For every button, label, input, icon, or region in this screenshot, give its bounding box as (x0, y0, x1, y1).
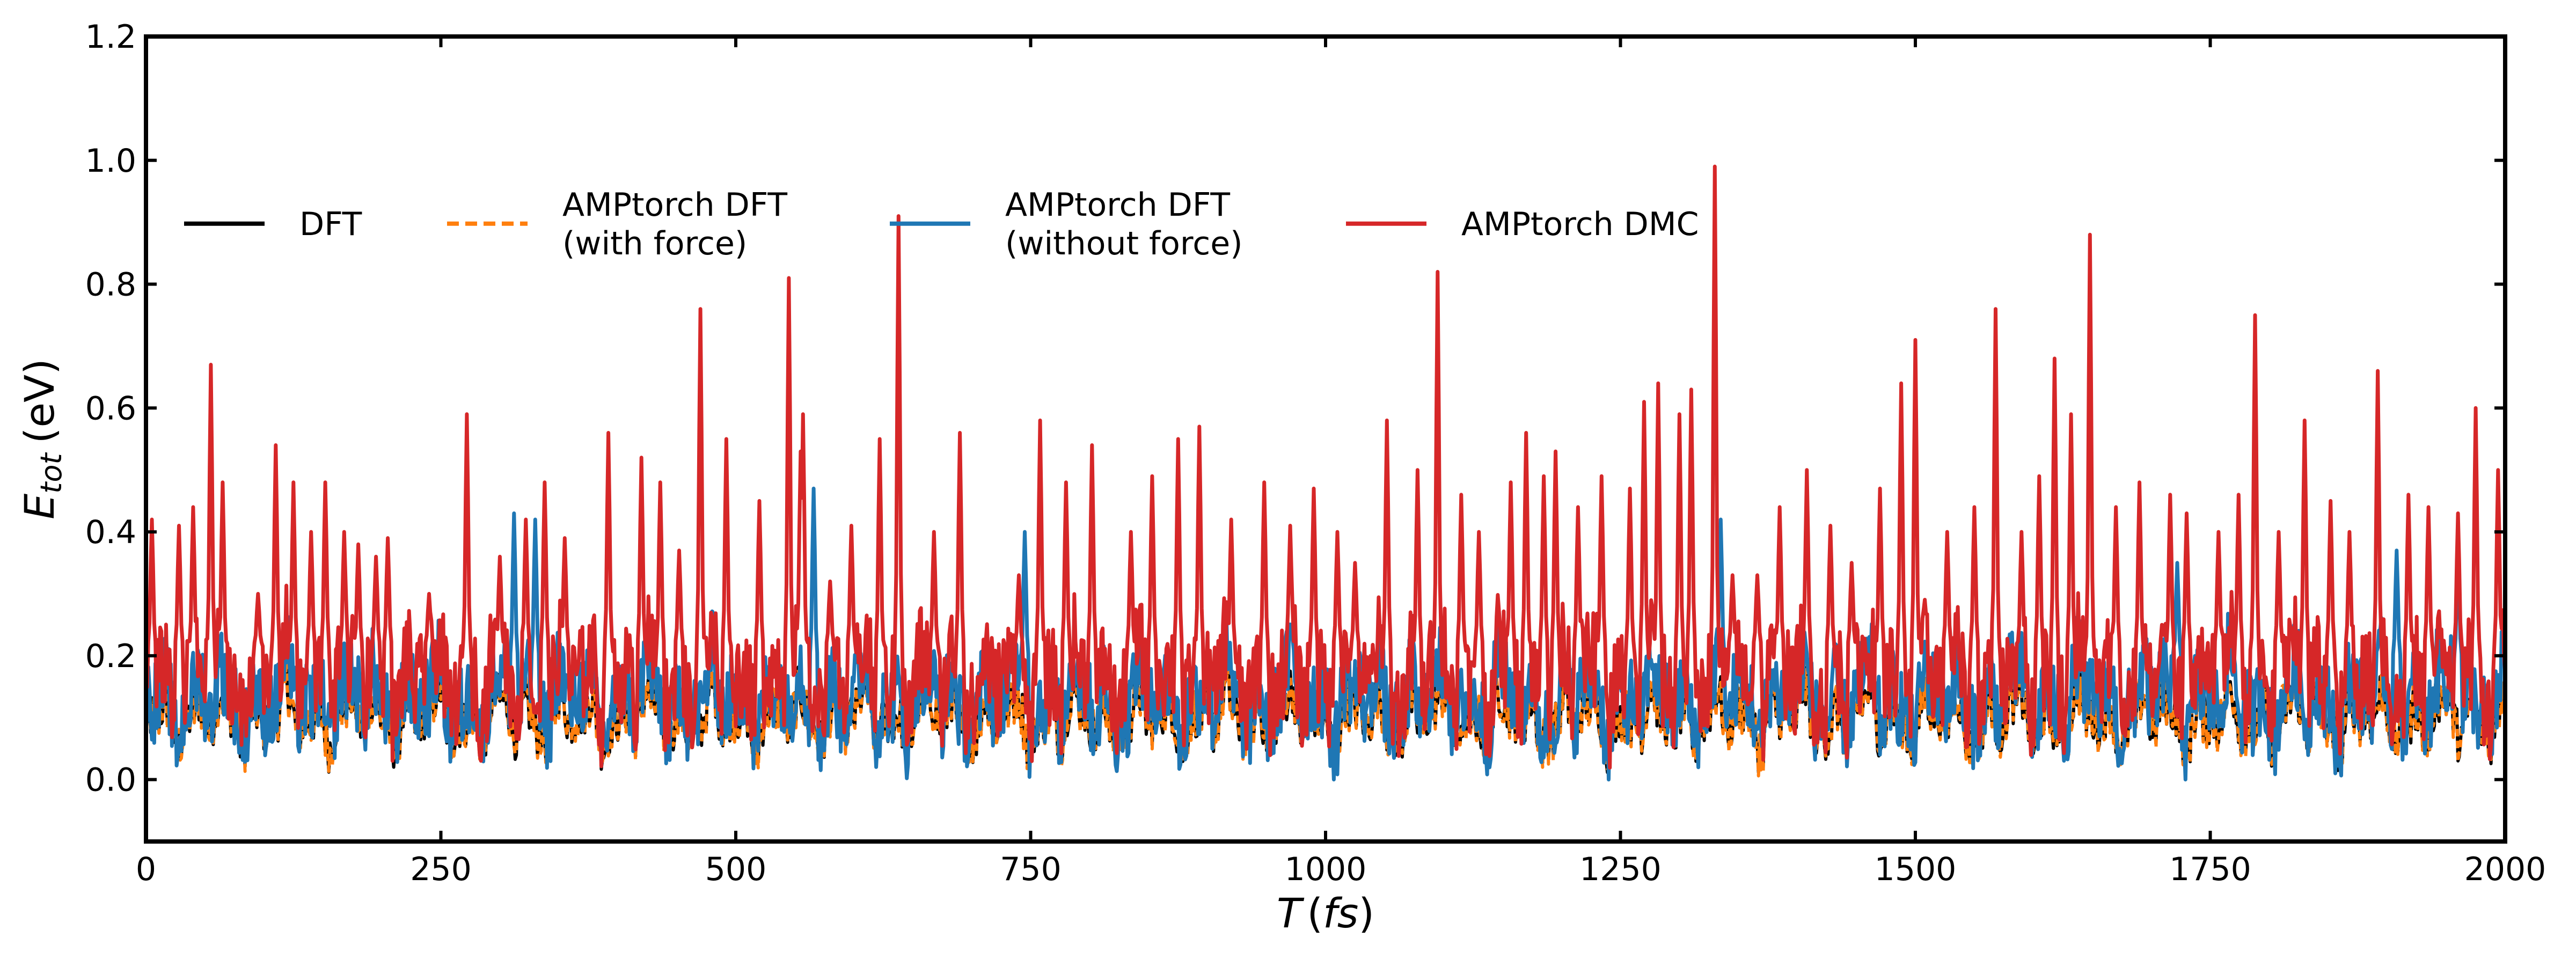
legend-item: AMPtorch DFT(with force) (447, 186, 787, 262)
x-tick-label: 1000 (1285, 851, 1367, 888)
y-tick-label: 1.0 (85, 142, 136, 180)
x-tick-label: 250 (410, 851, 472, 888)
x-tick-label: 0 (136, 851, 156, 888)
x-tick-label: 1500 (1875, 851, 1957, 888)
y-axis-label: Etot(eV) (16, 358, 68, 519)
x-tick-label: 1750 (2169, 851, 2251, 888)
legend-item: AMPtorch DFT(without force) (890, 186, 1243, 262)
y-tick-label: 0.4 (85, 514, 136, 551)
y-tick-label: 0.2 (85, 638, 136, 675)
series-layer (146, 164, 2505, 782)
legend-label: AMPtorch DFT (562, 186, 787, 224)
y-tick-label: 1.2 (85, 18, 136, 56)
x-tick-label: 750 (1000, 851, 1062, 888)
legend-label: (with force) (562, 225, 747, 262)
legend-label: AMPtorch DFT (1005, 186, 1230, 224)
series-line-amptorch-dmc (146, 164, 2505, 770)
axis-ticks: 0 250 500 750 1000 1250 1500 1750 2000 0.0 0.2 0.4 0… (85, 18, 2546, 888)
x-tick-label: 2000 (2464, 851, 2546, 888)
legend-item: DFT (184, 206, 362, 243)
x-tick-label: 500 (705, 851, 767, 888)
x-tick-label: 1250 (1579, 851, 1662, 888)
legend-label: (without force) (1005, 225, 1243, 262)
plot-frame (144, 34, 2507, 844)
y-tick-label: 0.6 (85, 390, 136, 427)
y-tick-label: 0.0 (85, 762, 136, 799)
x-axis-label: T (fs) (1277, 889, 1374, 937)
y-tick-label: 0.8 (85, 266, 136, 304)
legend-item: AMPtorch DMC (1346, 206, 1699, 243)
legend-label: AMPtorch DMC (1461, 206, 1699, 243)
legend-label: DFT (299, 206, 362, 243)
